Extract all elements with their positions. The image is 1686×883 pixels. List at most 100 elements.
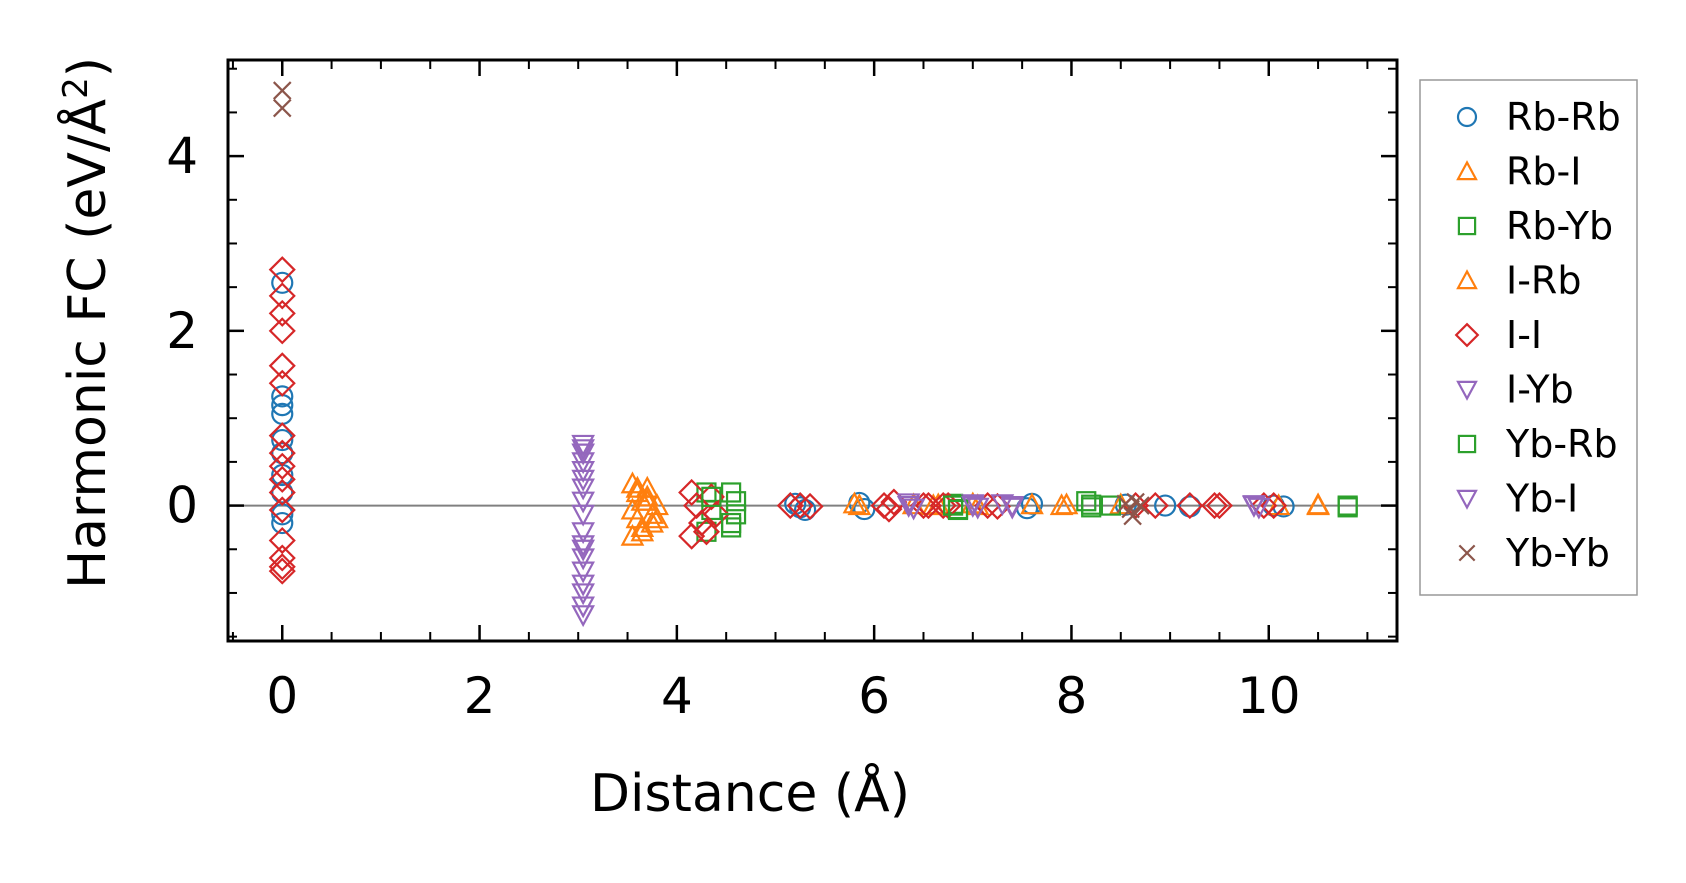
point-i-rb: [847, 493, 872, 516]
legend-item-rb-rb: Rb-Rb: [1456, 95, 1621, 139]
point-rb-yb: [1100, 495, 1122, 516]
point-yb-rb: [701, 486, 722, 507]
legend-marker-rb-yb: [1457, 216, 1477, 236]
x-axis-label: Distance (Å): [590, 762, 910, 824]
series-i-yb: [571, 434, 1266, 628]
legend-item-i-rb: I-Rb: [1456, 259, 1581, 303]
series-yb-i: [571, 439, 1271, 606]
point-i-yb: [571, 561, 595, 584]
point-yb-i: [571, 583, 595, 606]
point-i-i: [1200, 492, 1229, 520]
point-i-i: [268, 422, 296, 450]
point-rb-i: [640, 510, 665, 533]
series-yb-rb: [701, 486, 1358, 534]
point-i-rb: [645, 506, 669, 529]
point-i-i: [1205, 492, 1233, 520]
point-yb-i: [1242, 495, 1266, 518]
point-i-i: [268, 369, 296, 397]
point-yb-i: [571, 439, 595, 462]
point-yb-i: [896, 495, 921, 518]
point-i-i: [268, 544, 296, 572]
point-rb-rb: [271, 385, 294, 408]
y-axis-label-end: ): [58, 57, 118, 77]
series-yb-yb: [272, 81, 1150, 526]
y-tick-label: 0: [166, 477, 198, 535]
point-rb-yb: [701, 499, 722, 521]
point-i-i: [1250, 492, 1278, 520]
point-i-i: [268, 496, 296, 524]
x-tick-label: 10: [1237, 667, 1301, 725]
point-yb-yb: [272, 98, 292, 118]
point-i-i: [268, 478, 296, 507]
x-tick-label: 6: [858, 667, 890, 725]
point-i-i: [268, 526, 296, 555]
point-i-rb: [1306, 493, 1330, 516]
legend-marker-yb-yb-stroke-b: [1458, 544, 1476, 562]
x-tick-label: 8: [1056, 667, 1088, 725]
y-axis-label-main: Harmonic FC (eV/Å: [56, 98, 118, 589]
legend-marker-rb-i: [1456, 160, 1478, 181]
point-i-i: [268, 439, 296, 467]
series-i-i: [268, 256, 1288, 585]
point-i-i: [268, 317, 296, 345]
legend-label-i-yb: I-Yb: [1506, 368, 1574, 412]
point-yb-yb: [272, 81, 292, 100]
legend-label-rb-yb: Rb-Yb: [1506, 204, 1613, 248]
point-rb-yb: [721, 517, 742, 538]
legend-label-yb-rb: Yb-Rb: [1505, 422, 1618, 466]
point-yb-i: [571, 539, 595, 562]
legend-item-i-i: I-I: [1454, 313, 1542, 357]
point-i-yb: [571, 605, 595, 628]
legend-label-i-rb: I-Rb: [1506, 259, 1581, 303]
point-i-i: [1141, 492, 1169, 520]
point-yb-i: [1247, 497, 1271, 520]
point-i-i: [776, 492, 804, 520]
legend-label-rb-i: Rb-I: [1506, 150, 1581, 194]
point-rb-i: [620, 523, 645, 546]
point-i-yb: [896, 493, 921, 516]
point-i-i: [875, 495, 903, 523]
legend-item-yb-rb: Yb-Rb: [1457, 422, 1618, 466]
legend-item-yb-i: Yb-I: [1456, 477, 1578, 521]
legend-item-rb-i: Rb-I: [1456, 150, 1581, 194]
point-i-i: [268, 557, 296, 585]
point-i-yb: [901, 498, 926, 521]
plot-frame: [226, 58, 1399, 643]
point-yb-yb-stroke-b: [272, 98, 292, 118]
point-yb-yb-stroke-b: [1123, 506, 1142, 526]
y-axis-label-superscript: 2: [56, 77, 96, 99]
point-i-yb: [571, 504, 595, 527]
point-i-rb: [625, 475, 650, 498]
point-rb-rb: [271, 428, 294, 452]
legend-item-rb-yb: Rb-Yb: [1457, 204, 1613, 248]
point-rb-rb: [853, 497, 876, 521]
point-i-i: [692, 518, 721, 546]
legend-label-yb-yb: Yb-Yb: [1505, 531, 1610, 575]
point-i-rb: [635, 488, 660, 511]
point-yb-yb-stroke-b: [272, 81, 292, 100]
legend-label-rb-rb: Rb-Rb: [1506, 95, 1621, 139]
point-i-i: [1176, 492, 1204, 520]
point-rb-rb: [271, 271, 294, 294]
point-yb-yb: [1131, 496, 1150, 515]
point-i-i: [268, 452, 296, 480]
x-tick-label: 2: [464, 667, 496, 725]
legend-marker-i-yb: [1456, 380, 1478, 401]
point-yb-yb-stroke-b: [1131, 496, 1150, 515]
legend-marker-yb-rb: [1457, 434, 1477, 454]
point-rb-rb: [271, 394, 294, 417]
point-rb-i: [645, 493, 669, 516]
point-rb-rb: [1154, 494, 1177, 517]
point-rb-i: [842, 491, 867, 514]
legend: Rb-Rb Rb-I Rb-Yb I-Rb I-I I-Yb Yb-Rb Yb-I Yb-Yb: [1419, 79, 1638, 596]
point-yb-rb: [1081, 494, 1102, 515]
y-tick-label: 2: [166, 302, 198, 360]
point-yb-rb: [1337, 495, 1358, 516]
axis-ticks: [228, 60, 1397, 641]
point-yb-rb: [947, 499, 969, 521]
tick-labels: 0 2 4 6 8 10 0 2 4: [166, 127, 1300, 725]
point-i-yb: [571, 522, 595, 545]
point-rb-rb: [271, 442, 294, 465]
point-i-i: [702, 500, 730, 528]
point-i-i: [678, 522, 706, 550]
